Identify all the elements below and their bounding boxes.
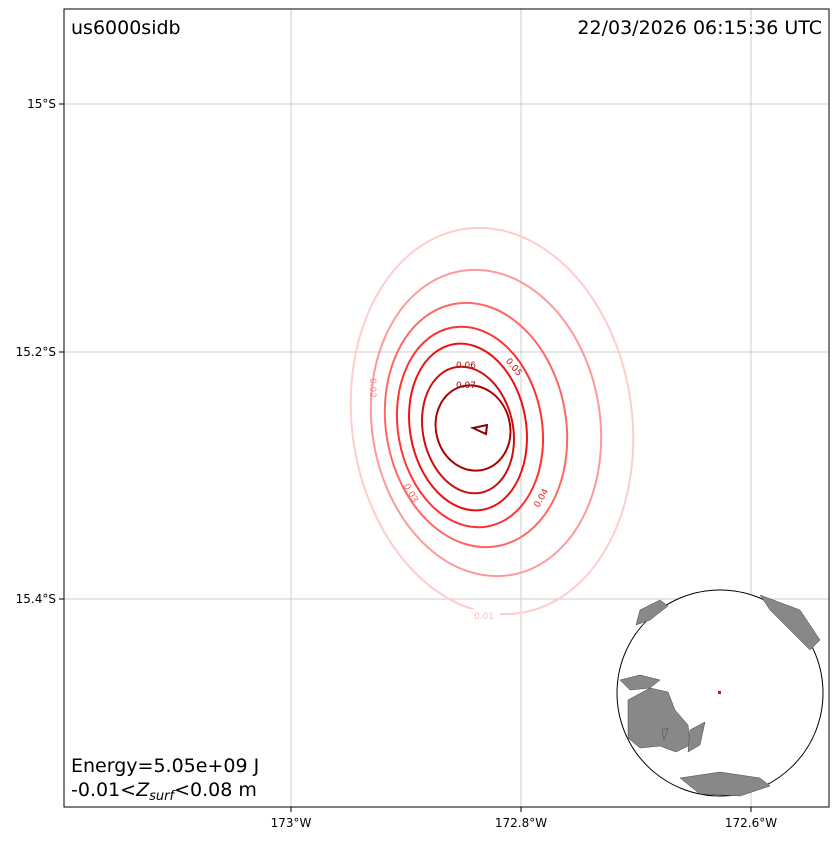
event-location xyxy=(718,691,721,694)
land xyxy=(619,674,661,691)
event-id: us6000sidb xyxy=(71,17,181,39)
range-text: -0.01<Zsurf<0.08 m xyxy=(71,779,257,804)
z-symbol: Z xyxy=(135,779,150,801)
contour xyxy=(349,226,635,616)
contour xyxy=(469,423,489,436)
inset-globe xyxy=(616,589,824,797)
x-tick-label: 172.6°W xyxy=(725,816,777,830)
land xyxy=(679,771,771,797)
x-tick-label: 172.8°W xyxy=(495,816,547,830)
land xyxy=(661,727,669,741)
contour xyxy=(383,301,569,549)
contour-label: 0.02 xyxy=(367,378,377,398)
contour xyxy=(395,325,545,529)
landmasses xyxy=(619,594,821,797)
contour xyxy=(369,268,603,578)
x-tick-label: 173°W xyxy=(271,816,312,830)
y-tick-label: 15°S xyxy=(27,97,56,111)
contour-label: 0.06 xyxy=(456,361,476,371)
contours xyxy=(349,226,635,616)
contour xyxy=(421,365,515,495)
y-tick-label: 15.2°S xyxy=(16,345,56,359)
contour-label: 0.07 xyxy=(456,381,476,391)
range-prefix: -0.01< xyxy=(71,779,136,801)
land xyxy=(759,594,821,651)
land xyxy=(635,599,669,626)
contour xyxy=(408,342,528,512)
contour-label: 0.01 xyxy=(474,612,494,622)
y-axis: 15°S 15.2°S 15.4°S xyxy=(16,97,64,606)
label-gap xyxy=(470,609,500,621)
timestamp: 22/03/2026 06:15:36 UTC xyxy=(577,17,822,39)
energy-text: Energy=5.05e+09 J xyxy=(71,755,259,777)
range-suffix: <0.08 m xyxy=(174,779,257,801)
land xyxy=(687,721,706,753)
map-frame xyxy=(63,8,830,808)
z-subscript: surf xyxy=(149,789,176,804)
y-tick-label: 15.4°S xyxy=(16,592,56,606)
x-axis: 173°W 172.8°W 172.6°W xyxy=(271,807,777,830)
contour xyxy=(434,384,512,472)
